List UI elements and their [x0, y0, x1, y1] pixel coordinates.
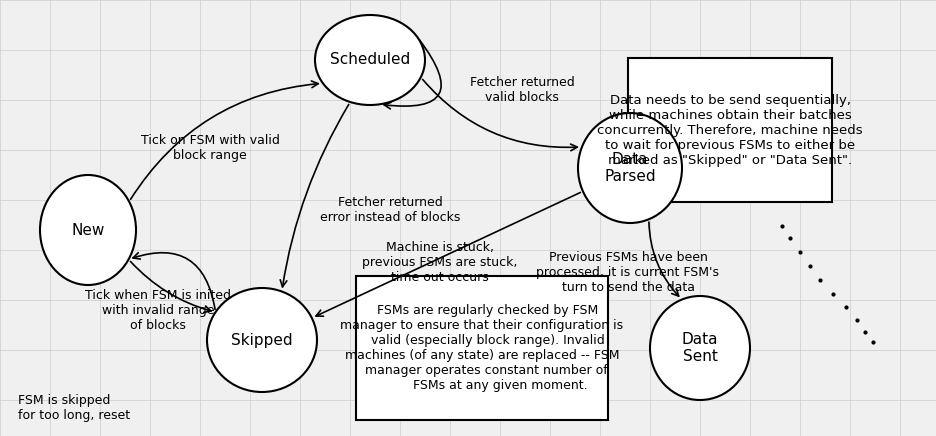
Ellipse shape — [578, 113, 682, 223]
Text: Tick on FSM with valid
block range: Tick on FSM with valid block range — [140, 134, 280, 162]
Ellipse shape — [650, 296, 750, 400]
Text: Tick when FSM is inited
with invalid range
of blocks: Tick when FSM is inited with invalid ran… — [85, 289, 231, 331]
Ellipse shape — [315, 15, 425, 105]
Text: New: New — [71, 222, 105, 238]
Ellipse shape — [40, 175, 136, 285]
Text: Data
Sent: Data Sent — [681, 332, 718, 364]
Text: Fetcher returned
error instead of blocks: Fetcher returned error instead of blocks — [320, 196, 461, 224]
FancyBboxPatch shape — [628, 58, 832, 202]
Text: FSMs are regularly checked by FSM
manager to ensure that their configuration is
: FSMs are regularly checked by FSM manage… — [341, 304, 623, 392]
Text: Machine is stuck,
previous FSMs are stuck,
time out occurs: Machine is stuck, previous FSMs are stuc… — [362, 241, 518, 283]
Text: FSM is skipped
for too long, reset: FSM is skipped for too long, reset — [18, 394, 130, 422]
Text: Scheduled: Scheduled — [329, 52, 410, 68]
Text: Data
Parsed: Data Parsed — [604, 152, 656, 184]
Ellipse shape — [207, 288, 317, 392]
Text: Skipped: Skipped — [231, 333, 293, 347]
Text: Data needs to be send sequentially,
while machines obtain their batches
concurre: Data needs to be send sequentially, whil… — [597, 93, 863, 167]
FancyBboxPatch shape — [356, 276, 608, 420]
Text: Fetcher returned
valid blocks: Fetcher returned valid blocks — [470, 76, 575, 104]
Text: Previous FSMs have been
processed, it is current FSM's
turn to send the data: Previous FSMs have been processed, it is… — [536, 251, 720, 293]
